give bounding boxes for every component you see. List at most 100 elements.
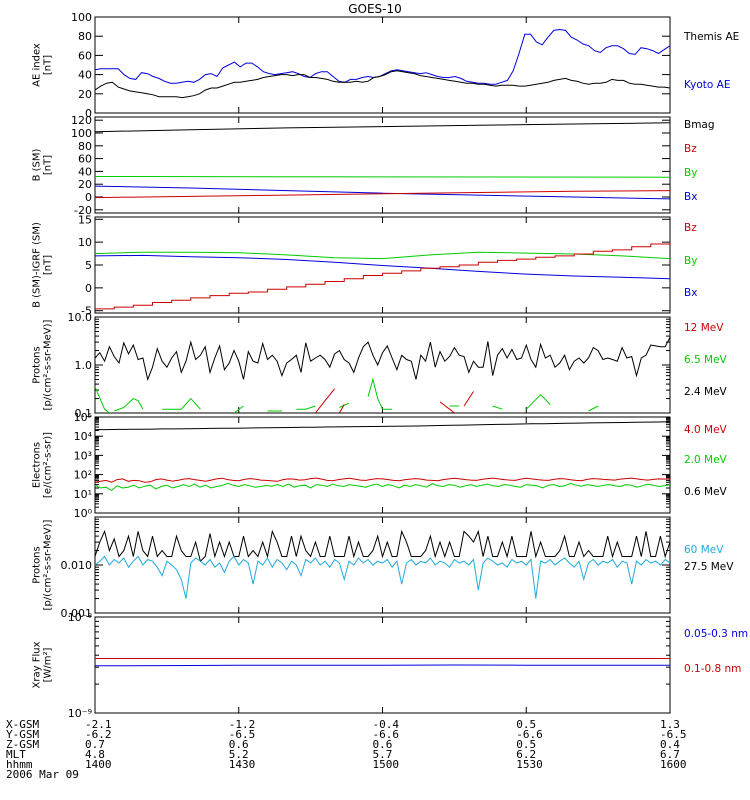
series-6-5-mev	[233, 405, 244, 413]
y-axis-label-line: Protons	[32, 546, 43, 583]
series-2-0-mev	[95, 482, 670, 492]
ephemeris-row-label: Z-GSM	[6, 738, 40, 751]
legend-12-mev: 12 MeV	[684, 322, 724, 334]
ephemeris-row-label: X-GSM	[6, 718, 40, 731]
ephemeris-value: -6.2	[85, 728, 112, 741]
y-tick-label: 10⁵	[74, 411, 92, 424]
legend-kyoto-ae: Kyoto AE	[684, 79, 730, 91]
y-axis-label-line: [e/(cm²-s-sr)]	[43, 432, 54, 498]
ephemeris-value: 0.5	[516, 738, 537, 751]
panel-6: 0.001 0.010 Protons[p/(cm²-s-sr-MeV)] 60 Me…	[32, 516, 734, 620]
series-bx	[95, 185, 670, 200]
series-themis-ae	[95, 70, 670, 99]
legend-60-mev: 60 MeV	[684, 544, 724, 556]
series-6-5-mev	[95, 386, 110, 413]
series-6-5-mev	[114, 398, 144, 412]
ephemeris-value: 6.7	[660, 748, 680, 761]
legend-0-6-mev: 0.6 MeV	[684, 486, 728, 498]
series-6-5-mev	[588, 405, 599, 412]
y-tick-label: 10⁴	[74, 430, 93, 443]
ephemeris-value: 1.3	[660, 718, 680, 731]
series-27-5-mev	[95, 529, 670, 563]
y-axis-label-line: [nT]	[43, 155, 54, 175]
ephemeris-value: 1500	[372, 758, 400, 771]
plot-date: 2006 Mar 09	[6, 768, 79, 781]
legend-bx: Bx	[684, 191, 697, 203]
y-axis-label-line: Xray Flux	[32, 641, 43, 688]
y-tick-label: 40	[78, 165, 92, 178]
ephemeris-value: 6.2	[516, 748, 537, 761]
series-12-mev	[338, 404, 345, 413]
y-tick-label: 40	[78, 69, 92, 82]
series-60-mev	[95, 555, 670, 599]
y-tick-label: 80	[78, 30, 92, 43]
y-tick-label: 10.0	[68, 311, 93, 324]
y-tick-label: 0.001	[61, 607, 93, 620]
series-12-mev	[315, 388, 335, 413]
legend-bz: Bz	[684, 222, 697, 234]
y-axis-label-line: [nT]	[43, 55, 54, 75]
y-axis-label-line: B (SM)	[32, 148, 43, 181]
series-6-5-mev	[296, 405, 316, 410]
panel-3: -5 0 5 10 15 B (SM)-IGRF (SM)[nT] Bz By Bx	[32, 213, 698, 317]
series-6-5-mev	[525, 393, 551, 410]
series-6-5-mev	[162, 397, 201, 410]
y-tick-label: 5	[85, 259, 92, 272]
ephemeris-value: -2.1	[85, 718, 112, 731]
panel-4: 0.1 1.0 10.0 Protons[p/(cm²-s-sr-MeV)] 12 Me…	[32, 311, 728, 420]
legend-2-0-mev: 2.0 MeV	[684, 454, 728, 466]
ephemeris-value: 0.6	[228, 738, 249, 751]
y-axis-label: AE index[nT]	[32, 43, 54, 87]
ephemeris-value: -6.5	[228, 728, 256, 741]
y-axis-label: B (SM)[nT]	[32, 148, 54, 181]
y-axis-label-line: Electrons	[32, 442, 43, 488]
y-tick-label: 100	[71, 11, 92, 24]
y-axis-label: Protons[p/(cm²-s-sr-MeV)]	[32, 519, 54, 610]
y-axis-label: Protons[p/(cm²-s-sr-MeV)]	[32, 319, 54, 410]
legend-2-4-mev: 2.4 MeV	[684, 386, 728, 398]
y-tick-label: 120	[71, 114, 92, 127]
ephemeris-value: 0.5	[516, 718, 537, 731]
series-group	[95, 336, 670, 413]
panel-frame	[94, 16, 671, 114]
ephemeris-row-label: MLT	[6, 748, 26, 761]
ephemeris-value: -6.6	[516, 728, 543, 741]
series-0-05-0-3-nm	[95, 664, 670, 667]
series-bz	[95, 242, 670, 310]
series-4-0-mev	[95, 477, 670, 483]
y-axis-label-line: [nT]	[43, 255, 54, 275]
y-tick-label: 20	[78, 178, 92, 191]
y-axis-label: B (SM)-IGRF (SM)[nT]	[32, 222, 54, 308]
ephemeris-row-label: Y-GSM	[6, 728, 40, 741]
legend-4-0-mev: 4.0 MeV	[684, 424, 728, 436]
series-group	[95, 242, 670, 310]
ephemeris-value: 1530	[516, 758, 543, 771]
legend-bz: Bz	[684, 143, 697, 155]
y-axis-label-line: Protons	[32, 346, 43, 383]
series-by	[95, 251, 670, 260]
ephemeris-value: -1.2	[228, 718, 256, 731]
y-tick-label: 10⁻⁸	[68, 611, 93, 624]
ephemeris-value: 0.6	[372, 738, 393, 751]
y-tick-label: -5	[81, 305, 92, 318]
y-tick-label: 20	[78, 88, 92, 101]
legend-themis-ae: Themis AE	[683, 31, 739, 43]
series-2-4-mev	[95, 336, 670, 382]
series-0-6-mev	[95, 421, 670, 431]
y-axis-label-line: [W/m²]	[43, 647, 54, 682]
y-tick-label: 1.0	[75, 359, 93, 372]
legend-bmag: Bmag	[684, 119, 715, 131]
y-axis-label-line: AE index	[32, 43, 43, 87]
y-tick-label: 10³	[74, 449, 92, 462]
y-tick-label: 60	[78, 153, 92, 166]
y-axis-label-line: [p/(cm²-s-sr-MeV)]	[43, 319, 54, 410]
series-12-mev	[463, 391, 474, 407]
panel-frame	[94, 516, 671, 614]
panel-frame	[94, 316, 671, 414]
ephemeris-value: 1600	[660, 758, 687, 771]
y-tick-label: 80	[78, 140, 92, 153]
series-group	[95, 529, 670, 599]
series-bmag	[95, 122, 670, 133]
